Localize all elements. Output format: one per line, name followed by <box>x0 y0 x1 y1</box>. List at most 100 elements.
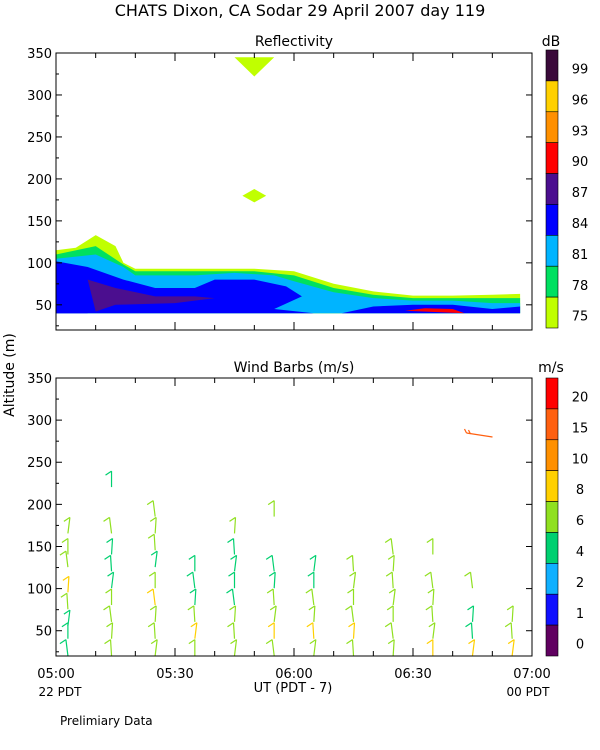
wind-barb <box>63 609 71 627</box>
wind-barb <box>468 639 476 656</box>
wind-barb <box>149 516 157 534</box>
wind-barb <box>188 554 196 572</box>
wind-barb <box>384 622 394 639</box>
colorbar-tick-label: 81 <box>572 248 589 263</box>
wind-barb <box>424 571 434 589</box>
colorbar-tick-label: 75 <box>572 310 589 325</box>
wind-barb <box>306 622 315 639</box>
colorbar-swatch <box>545 204 559 236</box>
wind-barb <box>426 639 434 656</box>
x-tick-label: 05:30 <box>156 667 193 682</box>
colorbar-swatch <box>545 532 559 564</box>
y-tick-label: 100 <box>27 583 52 598</box>
wind-barb <box>265 554 275 572</box>
wind-barb <box>348 622 356 639</box>
wind-barb <box>148 571 156 589</box>
colorbar-tick-label: 99 <box>572 63 589 78</box>
colorbar-swatch <box>545 173 559 205</box>
colorbar-swatch <box>545 593 559 626</box>
wind-barb <box>346 554 355 572</box>
wind-barb <box>104 639 113 656</box>
wind-barb <box>228 571 236 589</box>
colorbar-tick-label: 1 <box>576 607 584 622</box>
wind-barb <box>230 554 238 572</box>
wind-barb <box>467 605 475 622</box>
wind-barb <box>465 622 474 639</box>
figure-title: CHATS Dixon, CA Sodar 29 April 2007 day … <box>115 1 486 20</box>
wind-barb <box>149 605 157 622</box>
wind-barb <box>62 575 70 593</box>
reflectivity-x-ticks <box>55 53 533 330</box>
colorbar-swatch <box>545 408 559 441</box>
wind-barb <box>190 622 198 639</box>
colorbar-tick-label: 87 <box>572 186 589 201</box>
wind-barb <box>106 537 114 555</box>
reflectivity-title: Reflectivity <box>255 34 333 50</box>
wind-barb <box>227 537 236 555</box>
wind-barb <box>345 605 355 622</box>
wind-barb <box>266 588 275 606</box>
colorbar-swatch <box>545 49 559 82</box>
wind-barb <box>346 639 355 656</box>
y-tick-label: 150 <box>27 215 52 230</box>
colorbar-tick-label: 90 <box>572 155 589 170</box>
wind-barb <box>146 588 156 606</box>
colorbar-tick-label: 6 <box>576 514 584 529</box>
wind-barb <box>104 554 113 572</box>
wind-barb <box>229 605 237 622</box>
colorbar-swatch <box>545 111 559 143</box>
y-tick-label: 250 <box>27 456 52 471</box>
colorbar-tick-label: 2 <box>576 576 584 591</box>
x-tick-label: 05:00 <box>37 667 74 682</box>
wind-barb <box>347 588 355 606</box>
y-tick-label: 50 <box>35 299 52 314</box>
right-time-note: 00 PDT <box>507 685 551 699</box>
wind-x-ticks: 05:00 05:30 06:00 06:30 07:00 <box>37 378 551 682</box>
colorbar-tick-label: 15 <box>572 421 589 436</box>
wind-barb <box>268 571 276 589</box>
wind-barb <box>186 571 196 589</box>
reflectivity-plot-area <box>56 57 521 314</box>
colorbar-swatch <box>545 624 559 657</box>
colorbar-swatch <box>545 235 559 267</box>
reflectivity-contour <box>56 296 88 314</box>
colorbar-tick-label: 8 <box>576 483 584 498</box>
wind-barb <box>349 571 357 589</box>
reflectivity-colorbar-label: dB <box>542 34 561 50</box>
colorbar-swatch <box>545 142 559 174</box>
colorbar-tick-label: 93 <box>572 124 589 139</box>
wind-barb <box>387 554 395 572</box>
y-tick-label: 200 <box>27 498 52 513</box>
y-tick-label: 350 <box>27 47 52 62</box>
y-tick-label: 50 <box>35 625 52 640</box>
y-tick-label: 350 <box>27 372 52 387</box>
wind-barb <box>60 592 69 610</box>
wind-barb <box>230 639 238 656</box>
wind-barb <box>147 533 156 551</box>
wind-barb <box>463 428 493 438</box>
wind-barb <box>309 554 317 572</box>
wind-barb <box>504 622 513 639</box>
wind-barb <box>507 639 515 656</box>
wind-barb <box>226 588 236 606</box>
wind-barb <box>464 571 474 589</box>
wind-barb <box>59 639 69 656</box>
x-axis-label: UT (PDT - 7) <box>254 681 333 696</box>
colorbar-tick-label: 0 <box>576 638 584 653</box>
wind-y-axis: 50 100 150 200 250 300 350 <box>27 372 532 653</box>
colorbar-swatch <box>545 439 559 471</box>
colorbar-swatch <box>545 296 559 329</box>
wind-title: Wind Barbs (m/s) <box>234 360 355 376</box>
wind-barb <box>103 605 113 622</box>
colorbar-tick-label: 84 <box>572 217 589 232</box>
wind-barb <box>107 571 115 589</box>
wind-barb <box>150 550 158 568</box>
wind-barb <box>385 571 394 589</box>
reflectivity-colorbar: 99 96 93 90 87 84 81 78 75 <box>545 49 589 329</box>
wind-barb <box>428 622 436 639</box>
wind-barb <box>265 639 275 656</box>
wind-frame <box>55 377 533 657</box>
wind-barb <box>506 605 514 622</box>
wind-barb <box>150 639 158 656</box>
